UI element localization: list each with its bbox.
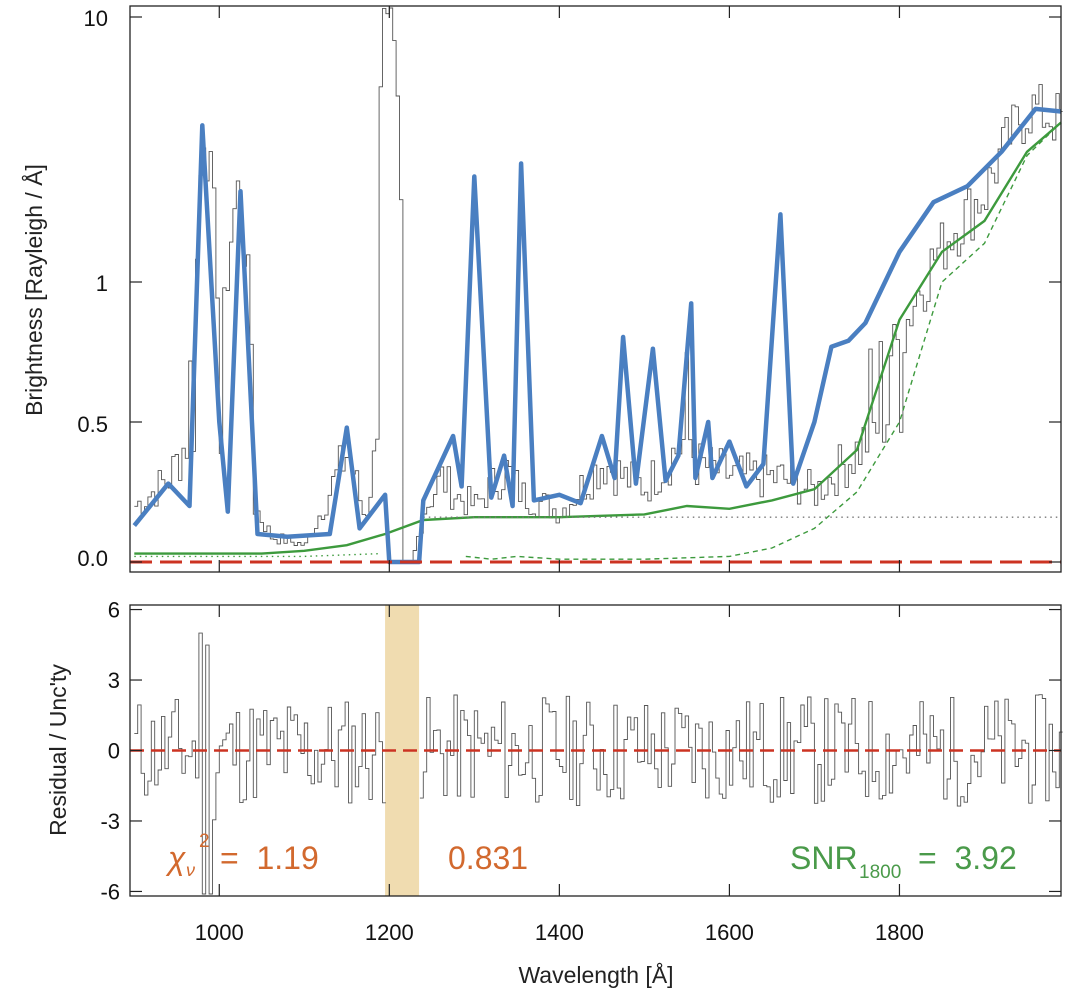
wavelength-tick-label-1: 1200 (365, 920, 414, 945)
wavelength-tick-label-3: 1600 (705, 920, 754, 945)
brightness-axis-title: Brightness [Rayleigh / Å] (20, 164, 47, 416)
total-continuum-line (134, 121, 1062, 555)
wavelength-tick-label-0: 1000 (195, 920, 244, 945)
residual-histogram-line (134, 632, 1063, 895)
ytick-label-1: 1 (96, 271, 108, 296)
ytick-label-10: 10 (84, 6, 108, 31)
residual-axis-title: Residual / Unc'ty (45, 664, 71, 836)
model-fit-line (132, 106, 1062, 565)
secondary-chi-value: 0.831 (448, 840, 528, 876)
snr-value: = 3.92 (918, 840, 1017, 876)
residual-panel: -6 -3 0 3 6 1000 1200 1400 1600 1800 Residual / … (45, 598, 1063, 988)
wavelength-tick-label-4: 1800 (875, 920, 924, 945)
residual-ytick-label-2: 0 (108, 739, 120, 764)
ytick-label-0: 0.0 (77, 546, 108, 571)
chi-squared-value: = 1.19 (220, 840, 319, 876)
snr-subscript: 1800 (859, 862, 901, 883)
dotted-component-line (134, 552, 381, 558)
brightness-plot-frame (129, 5, 1062, 573)
wavelength-axis-title: Wavelength [Å] (518, 961, 673, 988)
residual-ytick-label-3: 3 (108, 668, 120, 693)
residual-ytick-label-0: -6 (100, 879, 120, 904)
brightness-panel: 0.0 0.5 1 10 Brightness [Rayleigh / Å] (20, 5, 1063, 573)
wavelength-tick-labels: 1000 1200 1400 1600 1800 (195, 920, 924, 945)
residual-plot-marks (130, 632, 1063, 895)
chi-subscript: ν (186, 860, 195, 880)
residual-ytick-labels: -6 -3 0 3 6 (100, 598, 120, 905)
ytick-label-0-5: 0.5 (77, 412, 108, 437)
snr-label: SNR (790, 840, 858, 876)
chi-superscript: 2 (199, 831, 210, 852)
snr-annotation: SNR 1800 = 3.92 (790, 840, 1017, 883)
brightness-ticks (130, 6, 1061, 572)
wavelength-tick-label-2: 1400 (535, 920, 584, 945)
dashed-component-line (465, 121, 1062, 560)
chi-symbol: χ (165, 840, 186, 876)
brightness-plot-marks (130, 7, 1063, 565)
chi-squared-annotation: χ ν 2 = 1.19 (165, 831, 319, 880)
residual-ytick-label-1: -3 (100, 809, 120, 834)
residual-ytick-label-4: 6 (108, 598, 120, 623)
residual-ticks (130, 605, 1061, 896)
